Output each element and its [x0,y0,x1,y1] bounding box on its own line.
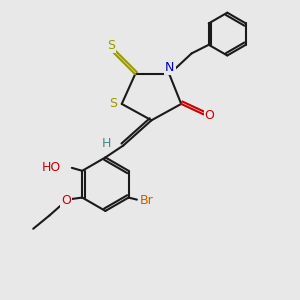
Text: Br: Br [140,194,153,207]
Text: H: H [102,137,112,150]
Text: N: N [165,61,175,74]
Text: S: S [109,98,117,110]
Text: O: O [205,109,214,122]
Text: O: O [61,194,71,207]
Text: HO: HO [42,161,62,174]
Text: S: S [107,40,115,52]
